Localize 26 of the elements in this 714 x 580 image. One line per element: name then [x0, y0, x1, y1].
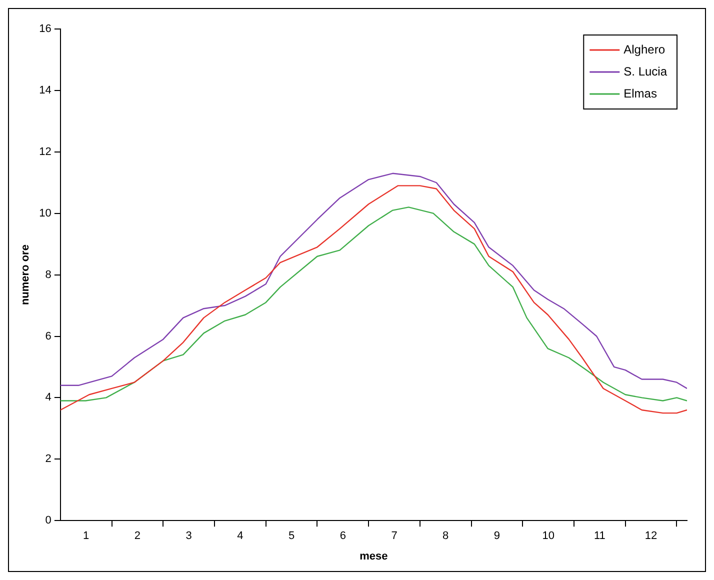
- x-axis-title: mese: [360, 550, 388, 562]
- legend-label: S. Lucia: [624, 64, 668, 78]
- y-tick-label: 16: [39, 23, 52, 36]
- x-tick-label: 3: [186, 530, 192, 542]
- y-tick-label: 8: [45, 268, 52, 281]
- y-tick-label: 4: [45, 392, 52, 404]
- y-tick-label: 14: [39, 84, 52, 96]
- y-tick-label: 0: [45, 514, 52, 527]
- x-tick-label: 9: [494, 530, 500, 542]
- x-tick-label: 2: [134, 530, 141, 542]
- x-tick-label: 6: [340, 530, 346, 542]
- legend-label: Elmas: [624, 86, 657, 100]
- x-tick-label: 10: [542, 530, 554, 542]
- legend-label: Alghero: [624, 42, 666, 56]
- x-tick-label: 1: [83, 530, 90, 542]
- x-tick-label: 4: [237, 530, 244, 542]
- y-tick-label: 6: [45, 330, 52, 342]
- x-tick-label: 7: [391, 530, 398, 542]
- x-tick-label: 11: [594, 530, 606, 542]
- x-tick-label: 5: [288, 530, 295, 542]
- y-tick-label: 10: [39, 207, 52, 220]
- y-tick-label: 2: [45, 453, 52, 466]
- x-tick-label: 8: [442, 530, 449, 542]
- y-axis-title: numero ore: [20, 244, 32, 306]
- x-tick-label: 12: [644, 530, 658, 542]
- y-tick-label: 12: [39, 146, 52, 158]
